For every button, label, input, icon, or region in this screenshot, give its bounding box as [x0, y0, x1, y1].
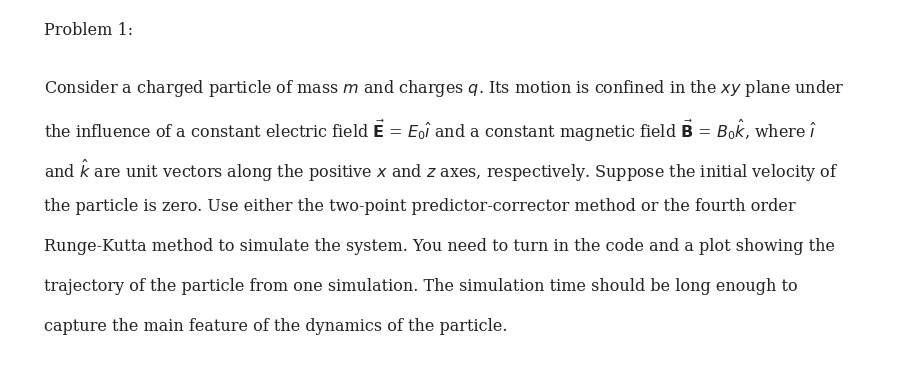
Text: trajectory of the particle from one simulation. The simulation time should be lo: trajectory of the particle from one simu…: [44, 278, 798, 295]
Text: and $\hat{k}$ are unit vectors along the positive $\mathit{x}$ and $\mathit{z}$ : and $\hat{k}$ are unit vectors along the…: [44, 158, 838, 184]
Text: capture the main feature of the dynamics of the particle.: capture the main feature of the dynamics…: [44, 318, 508, 335]
Text: Runge-Kutta method to simulate the system. You need to turn in the code and a pl: Runge-Kutta method to simulate the syste…: [44, 238, 835, 255]
Text: the influence of a constant electric field $\vec{\mathbf{E}}$ = $E_0\hat{\imath}: the influence of a constant electric fie…: [44, 118, 817, 144]
Text: Consider a charged particle of mass $\mathit{m}$ and charges $\mathit{q}$. Its m: Consider a charged particle of mass $\ma…: [44, 78, 845, 99]
Text: Problem 1:: Problem 1:: [44, 22, 133, 39]
Text: the particle is zero. Use either the two-point predictor-corrector method or the: the particle is zero. Use either the two…: [44, 198, 795, 215]
